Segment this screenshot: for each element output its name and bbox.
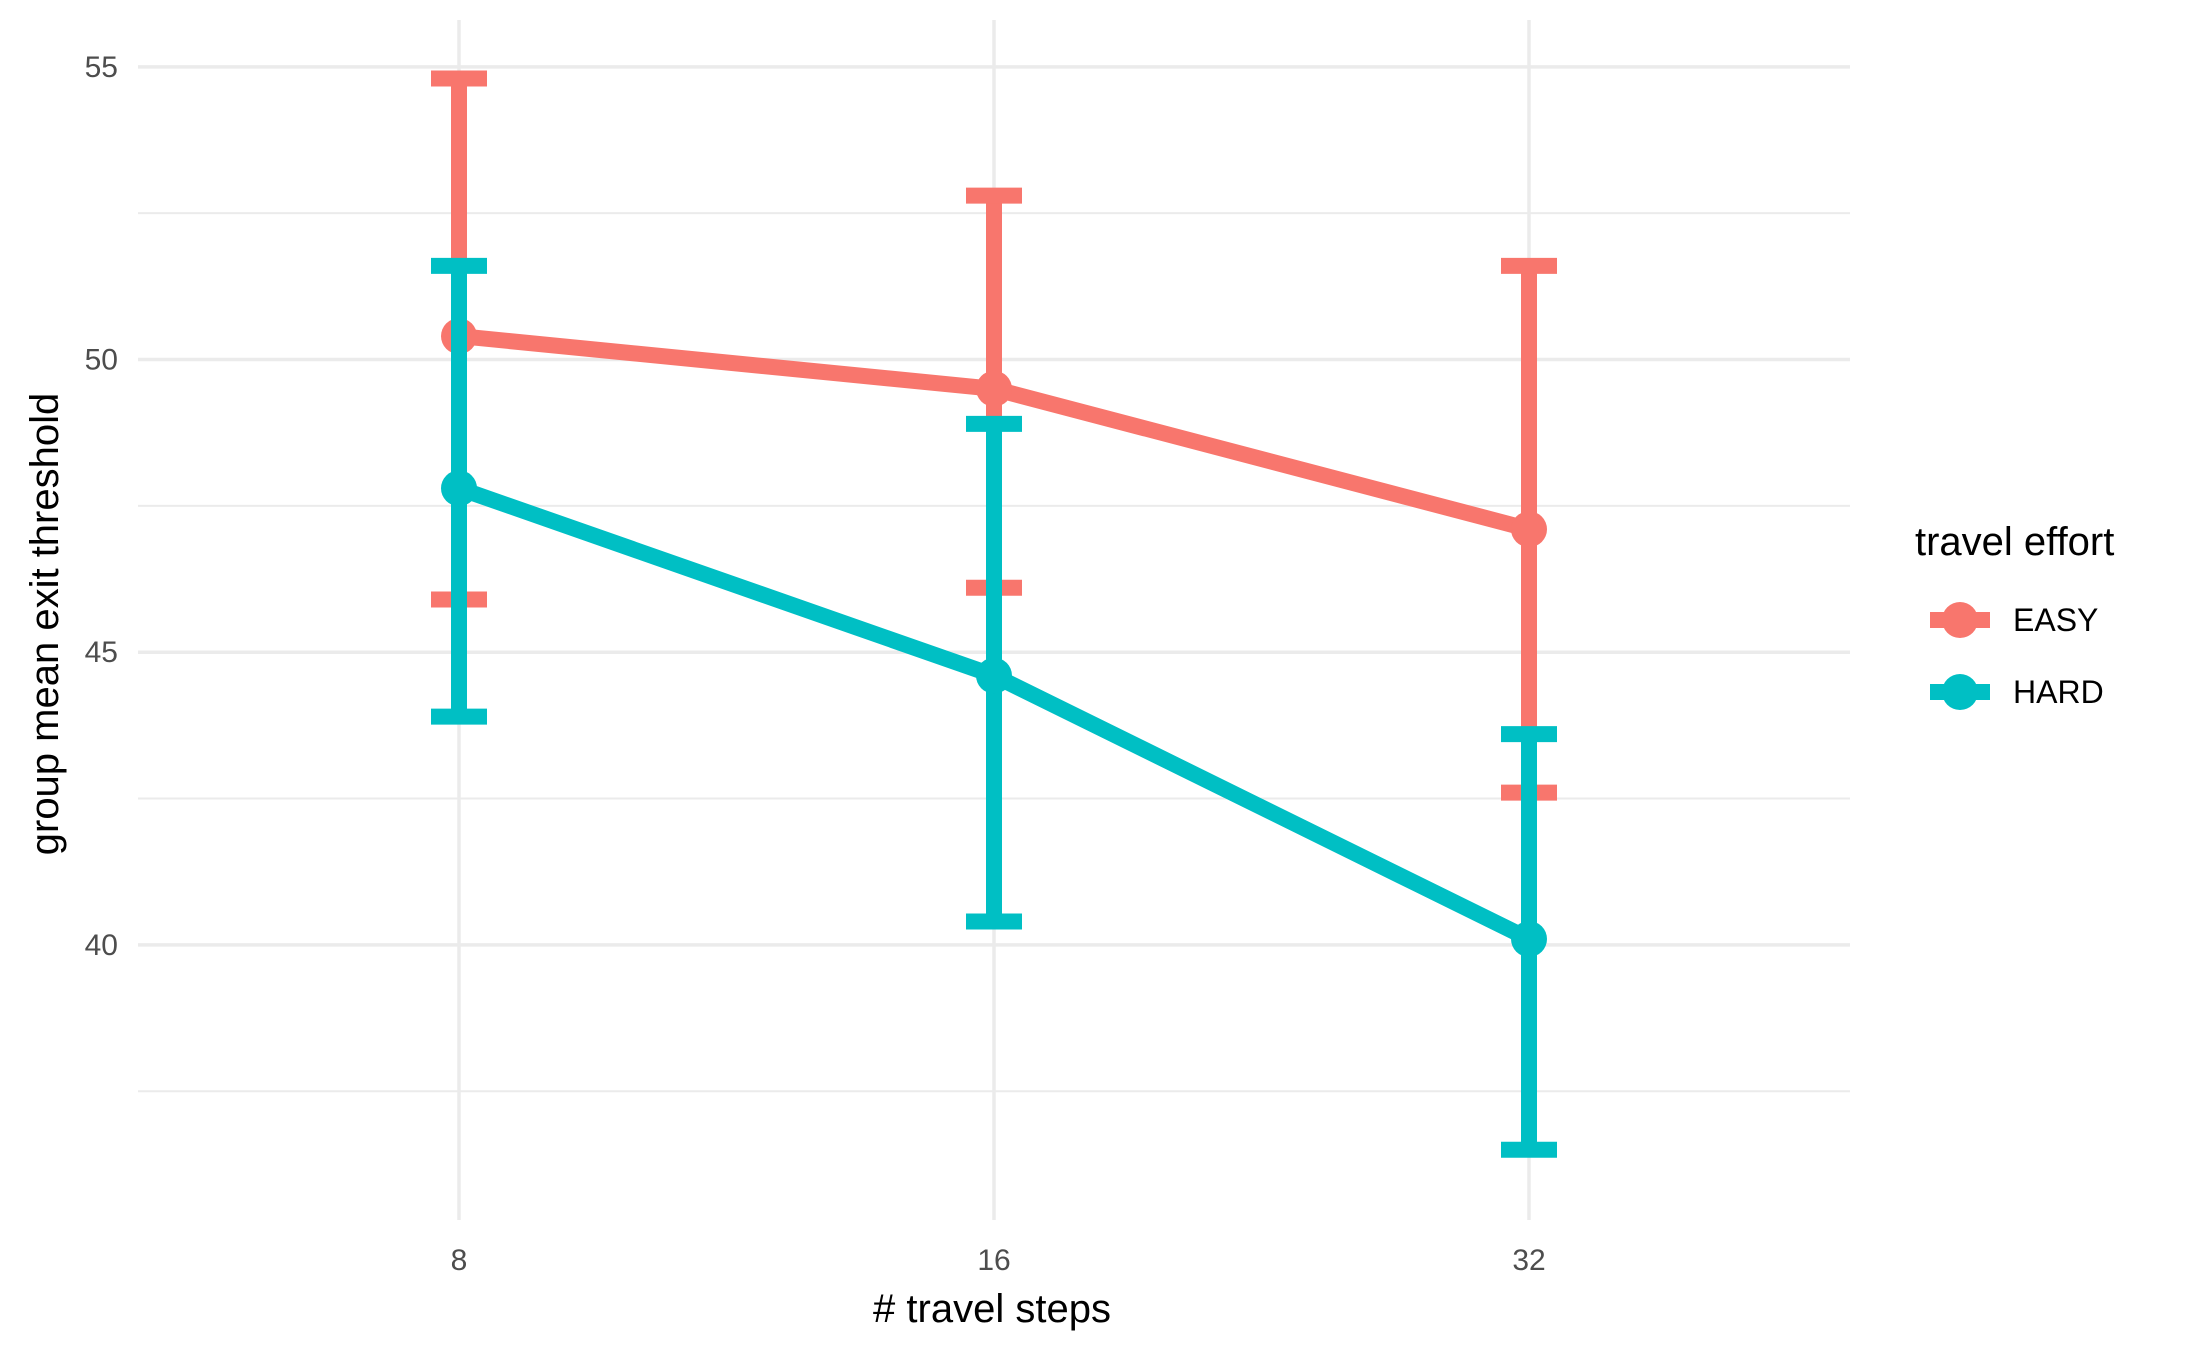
legend-key-easy bbox=[1930, 602, 1990, 638]
x-tick-label: 32 bbox=[1512, 1244, 1545, 1277]
legend-title: travel effort bbox=[1915, 520, 2114, 564]
x-tick-label: 8 bbox=[451, 1244, 468, 1277]
legend-label-easy: EASY bbox=[2013, 602, 2098, 638]
plot-series bbox=[431, 70, 1557, 1158]
data-point bbox=[976, 370, 1012, 407]
y-tick-label: 50 bbox=[85, 344, 118, 377]
axes: # travel steps group mean exit threshold… bbox=[23, 51, 1546, 1331]
legend: travel effort EASY HARD bbox=[1915, 520, 2114, 710]
x-axis-title: # travel steps bbox=[873, 1287, 1111, 1331]
y-tick-label: 45 bbox=[85, 636, 118, 669]
legend-key-point bbox=[1942, 674, 1978, 710]
data-point bbox=[1511, 921, 1547, 958]
legend-key-point bbox=[1942, 602, 1978, 638]
series-hard bbox=[431, 257, 1557, 1158]
legend-label-hard: HARD bbox=[2013, 674, 2104, 710]
y-tick-label: 40 bbox=[85, 929, 118, 962]
x-tick-label: 16 bbox=[977, 1244, 1010, 1277]
data-point bbox=[1511, 511, 1547, 548]
data-point bbox=[441, 470, 477, 507]
data-point bbox=[976, 657, 1012, 694]
legend-key-hard bbox=[1930, 674, 1990, 710]
y-axis-title: group mean exit threshold bbox=[23, 393, 67, 856]
y-tick-label: 55 bbox=[85, 51, 118, 84]
